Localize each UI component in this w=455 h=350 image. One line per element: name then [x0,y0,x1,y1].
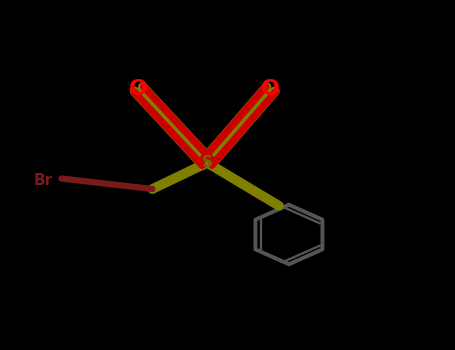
Text: O: O [129,79,148,99]
Text: S: S [202,155,212,170]
Text: Br: Br [34,173,53,188]
Text: O: O [261,79,280,99]
